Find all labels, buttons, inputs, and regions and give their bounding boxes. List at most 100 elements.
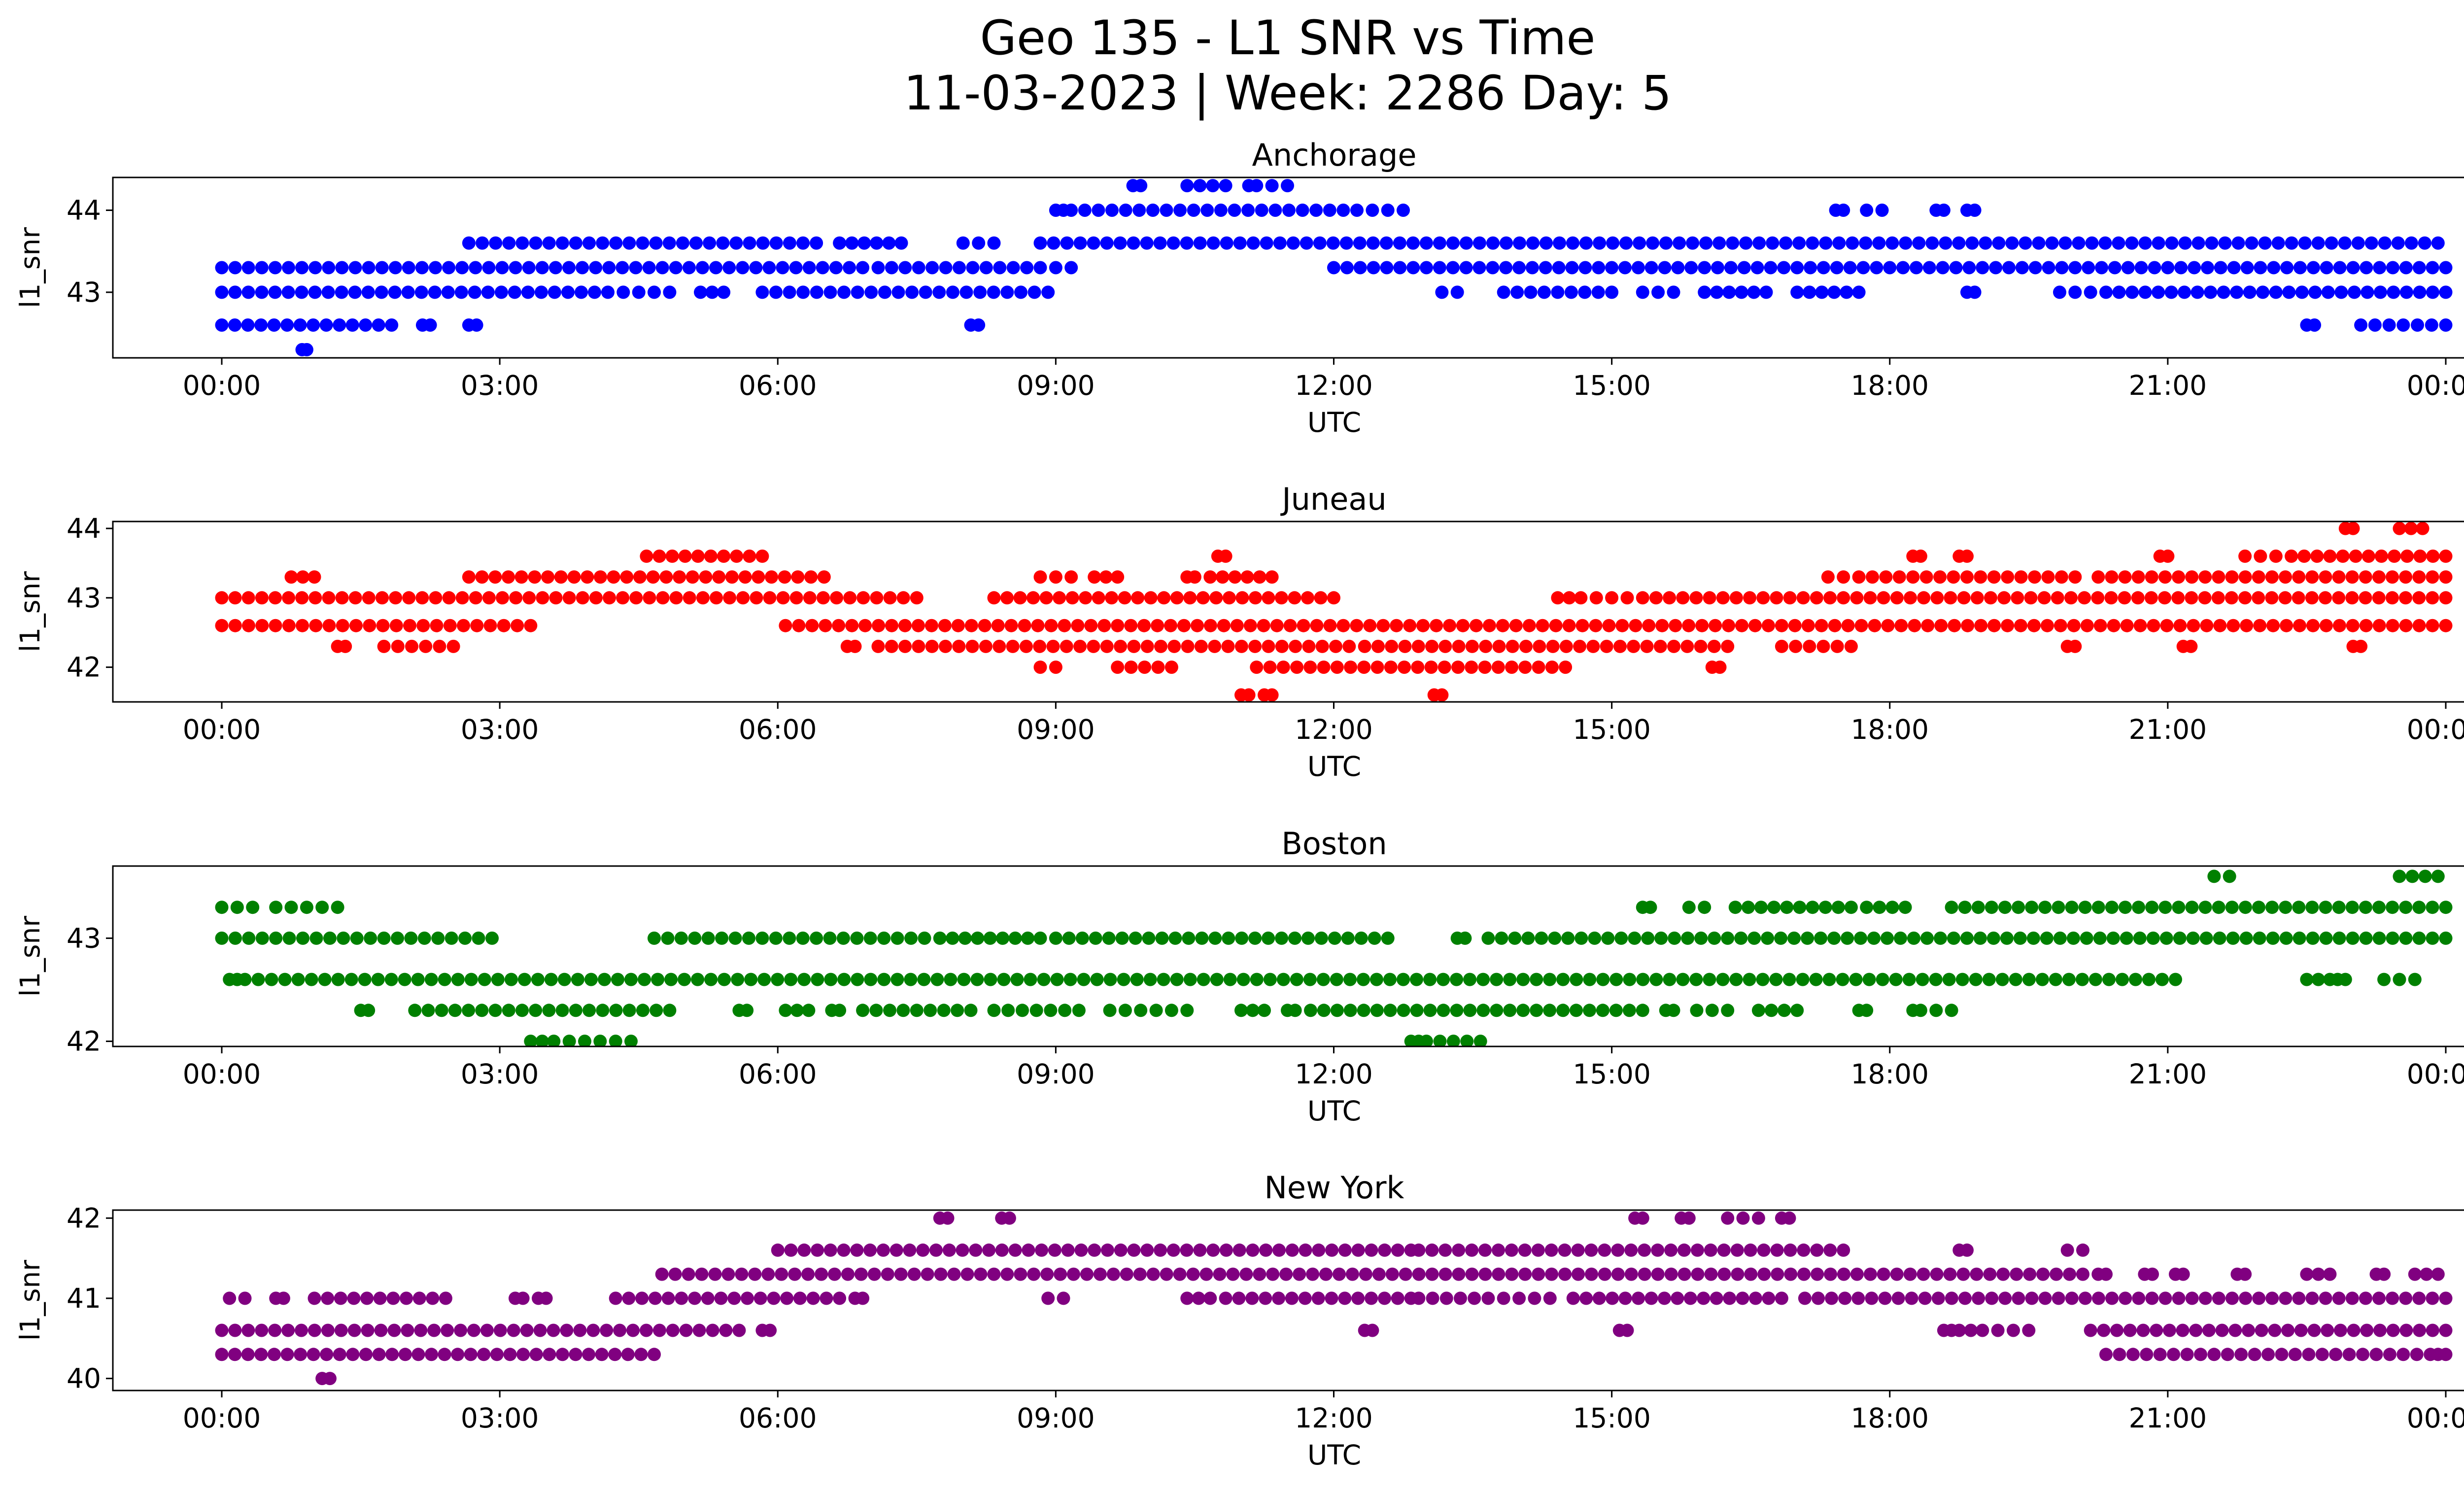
data-point <box>934 1267 948 1281</box>
data-point <box>2112 236 2125 250</box>
data-point <box>1945 901 1958 914</box>
data-point <box>494 285 508 299</box>
data-point <box>2342 1348 2356 1361</box>
data-point <box>401 285 415 299</box>
data-point <box>2133 619 2147 632</box>
data-point <box>661 1291 675 1305</box>
data-point <box>467 1323 480 1337</box>
data-point <box>560 1323 574 1337</box>
data-point <box>2240 261 2254 275</box>
data-point <box>1281 179 1294 193</box>
data-point <box>1545 661 1559 674</box>
data-point <box>611 973 624 986</box>
data-point <box>622 236 636 250</box>
data-point <box>555 236 569 250</box>
data-point <box>1996 1267 2010 1281</box>
data-point <box>2293 931 2306 945</box>
data-point <box>1546 639 1560 653</box>
data-point <box>1443 619 1457 632</box>
data-point <box>1290 661 1304 674</box>
data-point <box>1619 236 1633 250</box>
data-point <box>1350 204 1364 217</box>
data-point <box>2369 1348 2383 1361</box>
y-axis-label: l1_snr <box>14 571 46 652</box>
data-point <box>335 591 349 605</box>
data-point <box>979 261 993 275</box>
data-point <box>282 619 296 632</box>
data-point <box>1087 236 1100 250</box>
data-point <box>2418 236 2431 250</box>
data-point <box>1566 1291 1580 1305</box>
data-point <box>1965 236 1979 250</box>
data-point <box>1976 1323 1989 1337</box>
data-point <box>269 591 282 605</box>
data-point <box>562 1035 576 1046</box>
x-tick-label: 03:00 <box>461 1402 539 1434</box>
data-point <box>2393 869 2406 883</box>
data-point <box>2413 285 2427 299</box>
data-point <box>1838 1291 1852 1305</box>
data-point <box>1736 1211 1750 1225</box>
data-point <box>509 591 523 605</box>
data-point <box>1698 285 1711 299</box>
data-point <box>1438 1243 1452 1257</box>
data-point <box>2305 591 2319 605</box>
data-point <box>2372 1291 2386 1305</box>
data-point <box>1452 1267 1466 1281</box>
data-point <box>1797 1243 1811 1257</box>
data-point <box>1947 570 1960 584</box>
data-point <box>2075 973 2089 986</box>
data-point <box>1425 1243 1439 1257</box>
y-tick-label: 43 <box>67 277 101 308</box>
data-point <box>717 285 731 299</box>
data-point <box>1000 285 1014 299</box>
data-point <box>1303 661 1317 674</box>
data-point <box>405 639 418 653</box>
data-point <box>1064 570 1078 584</box>
data-point <box>539 1291 553 1305</box>
data-point <box>843 261 856 275</box>
data-point <box>455 591 469 605</box>
data-point <box>1293 1267 1306 1281</box>
data-point <box>2012 901 2025 914</box>
data-point <box>643 591 656 605</box>
data-point <box>1690 1004 1704 1017</box>
data-point <box>1770 591 1783 605</box>
data-point <box>1743 973 1756 986</box>
data-point <box>581 570 594 584</box>
data-point <box>1948 619 1961 632</box>
data-point <box>678 973 691 986</box>
data-point <box>238 1291 252 1305</box>
data-point <box>951 1004 964 1017</box>
scatter-points <box>215 179 2453 356</box>
data-point <box>1137 619 1151 632</box>
data-point <box>1664 1267 1678 1281</box>
data-point <box>350 931 364 945</box>
data-point <box>1127 236 1140 250</box>
data-point <box>1574 931 1588 945</box>
data-point <box>464 973 478 986</box>
data-point <box>386 1291 400 1305</box>
data-point <box>336 619 349 632</box>
data-point <box>502 570 515 584</box>
data-point <box>1803 285 1816 299</box>
data-point <box>1492 1243 1505 1257</box>
data-point <box>1974 619 1988 632</box>
data-point <box>1837 591 1850 605</box>
data-point <box>1365 1291 1378 1305</box>
data-point <box>1964 1323 1978 1337</box>
data-point <box>1236 973 1250 986</box>
data-point <box>1907 931 1920 945</box>
data-point <box>2252 901 2265 914</box>
data-point <box>389 619 403 632</box>
data-point <box>1316 973 1330 986</box>
data-point <box>1929 1004 1943 1017</box>
data-point <box>531 973 545 986</box>
data-point <box>2095 261 2109 275</box>
data-point <box>1609 1004 1623 1017</box>
data-point <box>663 285 677 299</box>
data-point <box>1241 204 1255 217</box>
data-point <box>2045 236 2059 250</box>
data-point <box>1041 285 1055 299</box>
data-point <box>308 285 322 299</box>
